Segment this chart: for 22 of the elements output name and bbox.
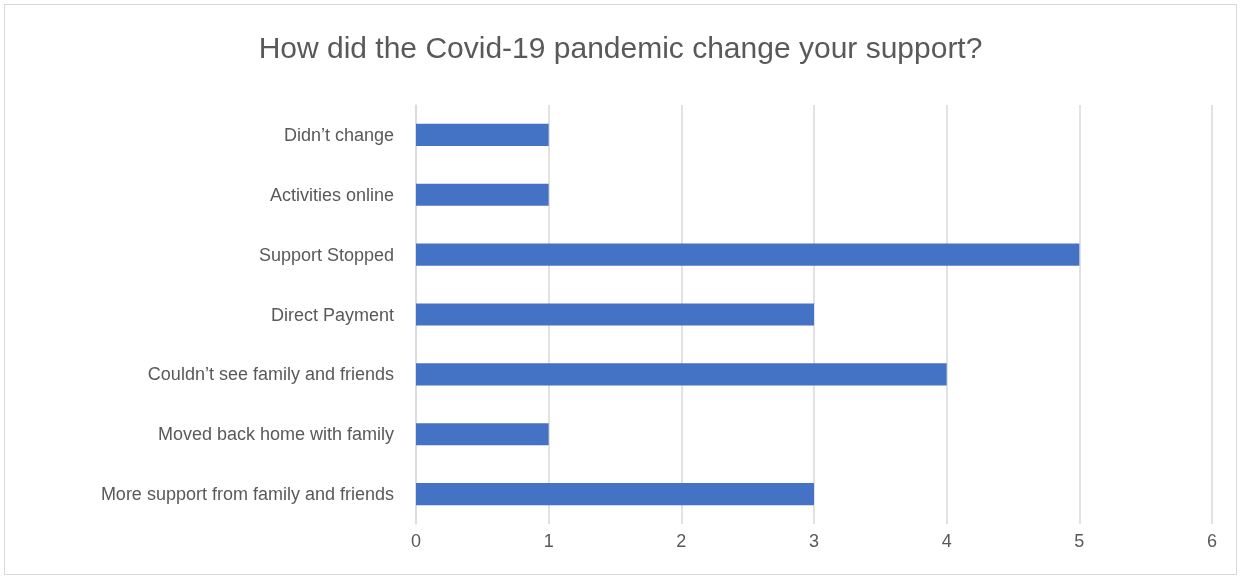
bar (416, 303, 814, 326)
bar (416, 483, 814, 506)
y-tick-label: Activities online (269, 184, 394, 205)
chart-title: How did the Covid-19 pandemic change your support? (258, 30, 983, 64)
x-tick-label: 4 (941, 531, 952, 551)
bar (416, 423, 549, 446)
y-tick-label: Support Stopped (258, 244, 394, 265)
bar (416, 123, 549, 146)
y-tick-label: More support from family and friends (100, 484, 394, 505)
y-tick-label: Couldn’t see family and friends (147, 364, 394, 385)
bar (416, 183, 549, 206)
y-tick-label: Didn’t change (283, 124, 394, 145)
bar (416, 363, 947, 386)
bar (416, 243, 1080, 266)
x-tick-label: 6 (1206, 531, 1218, 551)
y-tick-label: Direct Payment (270, 304, 394, 325)
x-tick-label: 1 (543, 531, 554, 551)
x-tick-label: 2 (676, 531, 687, 551)
x-tick-label: 0 (410, 531, 422, 551)
x-tick-label: 5 (1074, 531, 1085, 551)
y-tick-label: Moved back home with family (157, 424, 394, 445)
x-tick-label: 3 (808, 531, 820, 551)
